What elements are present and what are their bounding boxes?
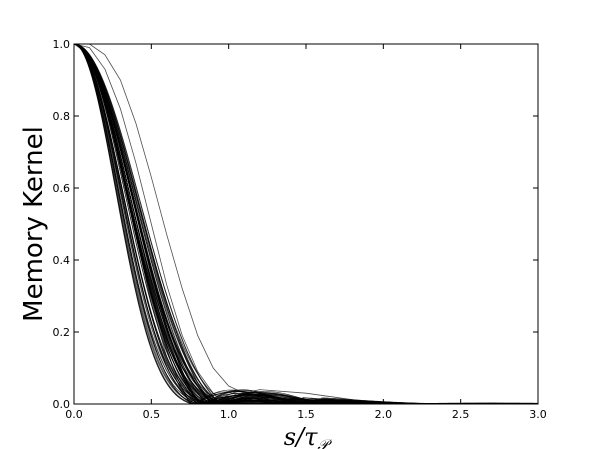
x-tick-label: 2.5 — [452, 408, 470, 421]
y-tick-label: 0.4 — [53, 254, 71, 267]
x-tick-label: 1.5 — [297, 408, 315, 421]
kernel-curves — [73, 43, 539, 405]
svg-text:s/τ𝒫: s/τ𝒫 — [284, 423, 333, 449]
x-tick-label: 1.0 — [220, 408, 238, 421]
x-tick-label: 0.5 — [143, 408, 161, 421]
x-tick-label: 2.0 — [375, 408, 393, 421]
x-axis-label: s/τ𝒫 — [284, 423, 333, 449]
x-tick-label: 0.0 — [65, 408, 83, 421]
x-axis-label-subscript: 𝒫 — [317, 436, 332, 449]
y-tick-label: 0.0 — [53, 398, 71, 411]
x-tick-label: 3.0 — [529, 408, 547, 421]
x-axis-label-main: s/τ — [284, 423, 318, 449]
tick-labels: 0.0 0.5 1.0 1.5 2.0 2.5 3.0 0.0 0.2 0.4 0.6 0.8 1.0 — [53, 38, 547, 421]
y-tick-label: 0.2 — [53, 326, 71, 339]
kernel-curve-sample-2 — [74, 43, 538, 405]
axis-ticks — [73, 43, 539, 405]
kernel-curve — [73, 43, 538, 405]
y-axis-label: Memory Kernel — [19, 126, 49, 322]
kernel-curve-sample-1 — [73, 43, 538, 405]
y-tick-label: 0.6 — [53, 182, 71, 195]
y-tick-label: 0.8 — [53, 110, 71, 123]
y-tick-label: 1.0 — [53, 38, 71, 51]
